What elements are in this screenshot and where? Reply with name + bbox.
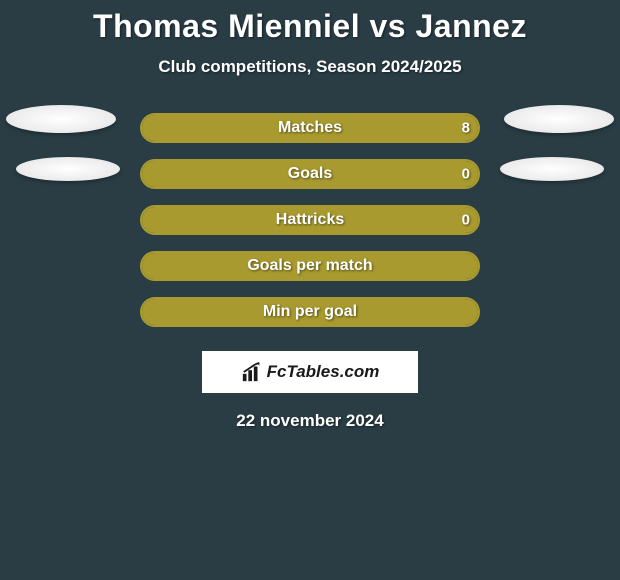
- stat-label: Goals per match: [247, 257, 372, 275]
- logo-box: FcTables.com: [202, 351, 418, 393]
- stat-row: Hattricks 0: [0, 197, 620, 243]
- stat-bar: Hattricks 0: [140, 205, 480, 235]
- date-text: 22 november 2024: [0, 411, 620, 431]
- stat-bar: Min per goal: [140, 297, 480, 327]
- logo-text: FcTables.com: [267, 362, 380, 382]
- stat-value: 0: [462, 212, 470, 229]
- comparison-infographic: Thomas Mienniel vs Jannez Club competiti…: [0, 0, 620, 431]
- page-title: Thomas Mienniel vs Jannez: [0, 8, 620, 45]
- stat-row: Matches 8: [0, 105, 620, 151]
- stat-row: Goals per match: [0, 243, 620, 289]
- stat-label: Hattricks: [276, 211, 344, 229]
- stat-value: 0: [462, 166, 470, 183]
- stat-label: Matches: [278, 119, 342, 137]
- stats-area: Matches 8 Goals 0 Hattricks 0: [0, 105, 620, 335]
- chart-icon: [241, 361, 263, 383]
- page-subtitle: Club competitions, Season 2024/2025: [0, 57, 620, 77]
- stat-label: Min per goal: [263, 303, 357, 321]
- stat-bar: Goals 0: [140, 159, 480, 189]
- stat-bar: Goals per match: [140, 251, 480, 281]
- stat-bar: Matches 8: [140, 113, 480, 143]
- stat-row: Min per goal: [0, 289, 620, 335]
- stat-label: Goals: [288, 165, 332, 183]
- stat-value: 8: [462, 120, 470, 137]
- stat-row: Goals 0: [0, 151, 620, 197]
